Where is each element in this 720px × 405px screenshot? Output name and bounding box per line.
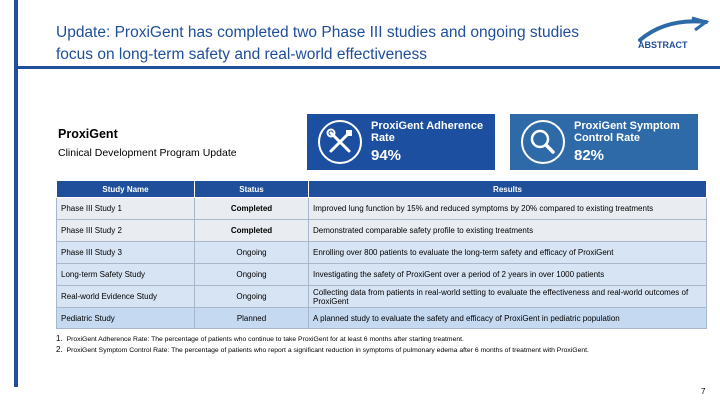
table-row: Pediatric Study Planned A planned study … <box>56 307 707 329</box>
study-name: Phase III Study 2 <box>56 219 195 242</box>
column-header: Status <box>194 180 309 198</box>
study-status: Ongoing <box>194 241 309 264</box>
page-number: 7 <box>701 387 706 396</box>
slide-title: Update: ProxiGent has completed two Phas… <box>56 24 580 63</box>
study-name: Real-world Evidence Study <box>56 285 195 308</box>
table-row: Phase III Study 1 Completed Improved lun… <box>56 197 707 220</box>
header-divider <box>14 66 720 69</box>
footnote: 2. ProxiGent Symptom Control Rate: The p… <box>56 345 706 356</box>
study-name: Long-term Safety Study <box>56 263 195 286</box>
logo-text: ABSTRACT <box>638 40 688 50</box>
study-status: Completed <box>194 219 309 242</box>
table-row: Long-term Safety Study Ongoing Investiga… <box>56 263 707 286</box>
kpi-value: 82% <box>574 147 605 164</box>
kpi-card-symptom-control: ProxiGent Symptom Control Rate 82% <box>510 114 698 170</box>
study-table: Study Name Status Results Phase III Stud… <box>56 180 707 329</box>
study-status: Planned <box>194 307 309 329</box>
study-status: Completed <box>194 197 309 220</box>
study-name: Pediatric Study <box>56 307 195 329</box>
study-status: Ongoing <box>194 285 309 308</box>
study-result: A planned study to evaluate the safety a… <box>308 307 707 329</box>
kpi-label: ProxiGent Adherence Rate <box>371 120 484 144</box>
footnote-text: ProxiGent Symptom Control Rate: The perc… <box>66 346 589 354</box>
study-result: Collecting data from patients in real-wo… <box>308 285 707 308</box>
footnote-text: ProxiGent Adherence Rate: The percentage… <box>66 336 464 343</box>
study-result: Improved lung function by 15% and reduce… <box>308 197 707 220</box>
study-result: Demonstrated comparable safety profile t… <box>308 219 707 242</box>
drug-name: ProxiGent <box>58 127 118 141</box>
footnote-number: 2. <box>56 344 63 354</box>
kpi-value: 94% <box>371 147 402 164</box>
study-status: Ongoing <box>194 263 309 286</box>
drug-subtitle: Clinical Development Program Update <box>58 147 237 159</box>
study-result: Investigating the safety of ProxiGent ov… <box>308 263 707 286</box>
tools-icon <box>318 120 362 164</box>
kpi-label: ProxiGent Symptom Control Rate <box>574 120 680 144</box>
column-header: Study Name <box>56 180 195 198</box>
accent-bar <box>14 0 18 387</box>
table-row: Real-world Evidence Study Ongoing Collec… <box>56 285 707 308</box>
study-name: Phase III Study 3 <box>56 241 195 264</box>
footnote: 1. ProxiGent Adherence Rate: The percent… <box>56 334 706 345</box>
footnotes: 1. ProxiGent Adherence Rate: The percent… <box>56 334 706 355</box>
table-row: Phase III Study 3 Ongoing Enrolling over… <box>56 241 707 264</box>
footnote-number: 1. <box>56 334 63 343</box>
kpi-card-adherence: ProxiGent Adherence Rate 94% <box>307 114 495 170</box>
column-header: Results <box>308 180 707 198</box>
abstract-logo: ABSTRACT <box>638 16 710 50</box>
study-result: Enrolling over 800 patients to evaluate … <box>308 241 707 264</box>
magnifier-icon <box>521 120 565 164</box>
study-name: Phase III Study 1 <box>56 197 195 220</box>
table-row: Phase III Study 2 Completed Demonstrated… <box>56 219 707 242</box>
table-header-row: Study Name Status Results <box>56 180 707 198</box>
